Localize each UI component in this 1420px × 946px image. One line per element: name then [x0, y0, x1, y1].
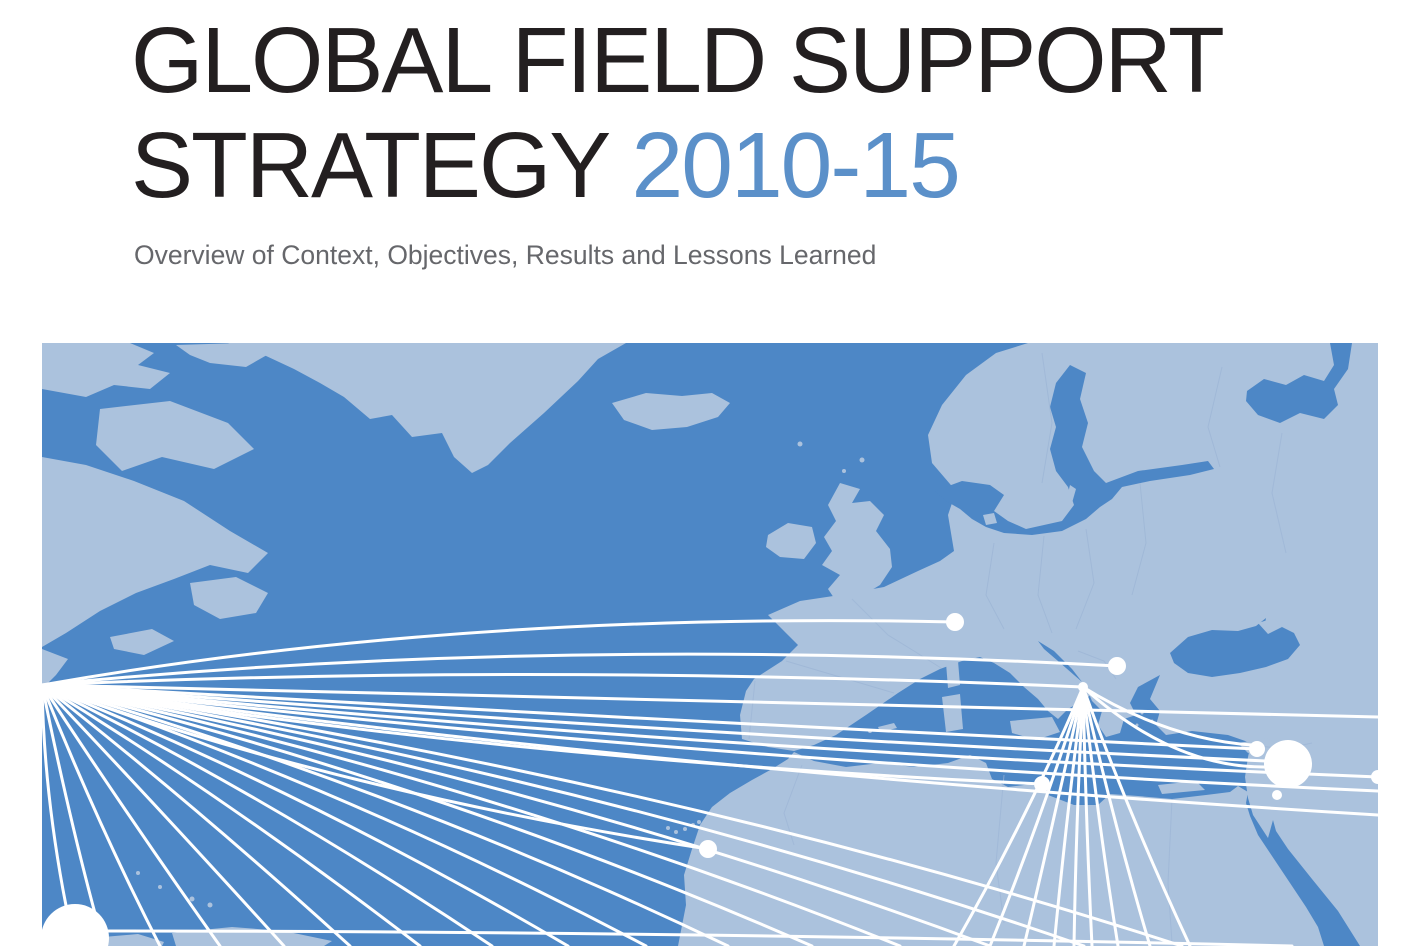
support-route: [1022, 685, 1085, 946]
support-route: [42, 683, 1378, 793]
island-speck: [158, 885, 162, 889]
map-node-levant-coast-station: [1272, 790, 1282, 800]
landmass-great-britain: [822, 483, 892, 601]
island-speck: [207, 902, 213, 908]
support-route: [42, 683, 222, 946]
support-route: [1081, 685, 1120, 946]
support-route: [42, 683, 1086, 946]
world-map-illustration: [42, 343, 1378, 946]
sea-white-sea: [1246, 343, 1352, 423]
island-canary: [683, 827, 687, 831]
support-route: [42, 683, 648, 946]
support-nodes: [42, 613, 1378, 946]
support-route: [1081, 685, 1266, 769]
map-node-balkans-station: [1108, 657, 1126, 675]
map-node-caribbean-hub: [42, 904, 109, 946]
island-zealand: [983, 513, 997, 525]
cover-title-line1: GLOBAL FIELD SUPPORT: [131, 8, 1225, 112]
landmass-labrador: [42, 457, 268, 647]
map-node-south-of-sicily-station: [1034, 776, 1050, 792]
cover-subtitle: Overview of Context, Objectives, Results…: [134, 240, 877, 270]
support-route: [42, 683, 730, 946]
support-route: [42, 672, 1085, 689]
island-speck: [1135, 723, 1139, 727]
island-faroe: [797, 441, 803, 447]
support-route: [988, 685, 1085, 946]
island-corsica: [946, 661, 960, 688]
map-node-western-europe-station: [946, 613, 964, 631]
support-route: [42, 683, 1378, 719]
peninsula-crimea: [1258, 618, 1282, 634]
landmass-baffin: [96, 401, 254, 471]
cover-title-line2: STRATEGY: [131, 113, 610, 217]
island-canary: [674, 830, 678, 834]
support-route: [42, 683, 902, 946]
island-speck: [136, 871, 140, 875]
landmasses: [42, 343, 1378, 946]
cover-title-year: 2010-15: [631, 113, 961, 217]
support-route: [42, 683, 352, 946]
landmass-greenland: [228, 343, 626, 473]
island-canary: [666, 826, 670, 830]
support-route: [1081, 685, 1254, 747]
map-node-eastern-mediterranean-hub: [1264, 740, 1312, 788]
support-route: [42, 683, 494, 946]
support-route: [42, 683, 570, 946]
map-node-central-mediterranean-hub: [1078, 682, 1088, 692]
support-route: [1081, 685, 1094, 946]
support-route: [42, 683, 1184, 946]
island-speck: [1160, 713, 1164, 717]
support-route: [42, 619, 957, 687]
landmass-ireland: [766, 523, 816, 559]
map-node-east-edge-station: [1371, 770, 1378, 784]
island-orkney: [842, 469, 846, 473]
support-route: [42, 683, 286, 946]
sea-baltic: [935, 365, 1214, 535]
landmass-iceland: [612, 393, 730, 430]
world-map-svg: [42, 343, 1378, 946]
island-crete: [1158, 781, 1205, 794]
landmass-nova-scotia: [110, 629, 174, 655]
island-speck: [189, 896, 195, 902]
landmass-newfoundland: [190, 577, 268, 619]
support-route: [42, 683, 422, 946]
island-sicily: [1010, 717, 1060, 740]
support-route: [1081, 685, 1152, 946]
cover-title: GLOBAL FIELD SUPPORT STRATEGY 2010-15: [131, 8, 1225, 218]
support-route: [42, 683, 814, 946]
support-route: [42, 683, 1378, 779]
landmass-arctic-islands: [42, 343, 170, 397]
support-route: [952, 685, 1085, 946]
map-node-cyprus-station: [1249, 741, 1265, 757]
support-route: [1052, 685, 1085, 946]
support-route: [42, 683, 74, 937]
support-route: [42, 683, 162, 946]
support-route: [42, 683, 992, 946]
support-route: [1072, 685, 1085, 946]
land-overlays: [983, 485, 1282, 634]
country-borders: [748, 352, 1313, 944]
island-canary: [697, 820, 701, 824]
support-route: [1081, 685, 1192, 946]
island-shetland: [859, 457, 865, 463]
island-gotland: [1067, 485, 1076, 503]
island-sardinia: [942, 694, 963, 732]
landmass-us-east-coast: [42, 649, 68, 695]
landmass-eurasia: [740, 343, 1378, 946]
support-routes: [42, 619, 1378, 946]
map-node-northwest-africa-station: [699, 840, 717, 858]
support-route: [42, 652, 1119, 687]
